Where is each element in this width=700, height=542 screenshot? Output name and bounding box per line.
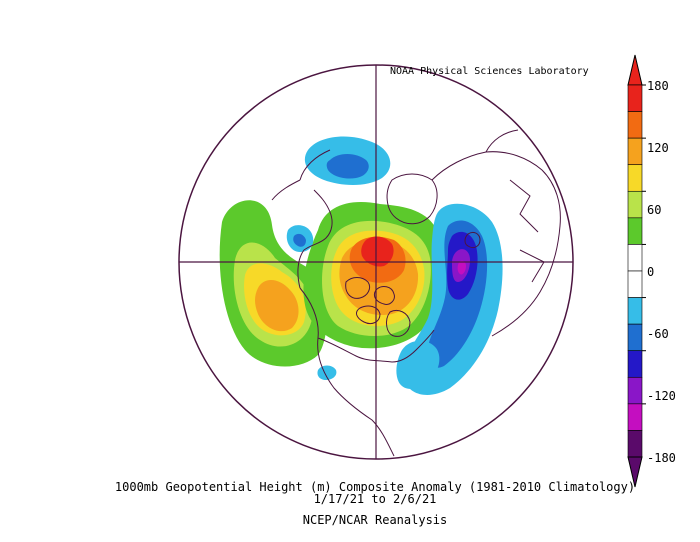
colorbar-segment (627, 297, 643, 325)
colorbar-segment (627, 323, 643, 352)
caption-source: NCEP/NCAR Reanalysis (302, 513, 448, 527)
colorbar (627, 54, 646, 488)
colorbar-segment (627, 111, 643, 139)
colorbar-bottom-arrow (627, 456, 643, 488)
credit-text: NOAA Physical Sciences Laboratory (390, 66, 589, 77)
colorbar-segment (627, 403, 643, 431)
colorbar-segment (627, 137, 643, 166)
colorbar-segment (627, 84, 643, 112)
colorbar-top-arrow (627, 54, 643, 86)
greenland-low-core (326, 154, 369, 179)
colorbar-segment (627, 376, 643, 405)
colorbar-segment (627, 430, 643, 458)
alaska-low-core (293, 233, 306, 247)
colorbar-segment (627, 350, 643, 378)
colorbar-label-60: 60 (647, 203, 662, 217)
pacific-high-anomaly (219, 200, 328, 367)
colorbar-label-neg60: -60 (647, 327, 669, 341)
mexico-low-anomaly (317, 365, 337, 380)
colorbar-segment (627, 217, 643, 245)
colorbar-label-neg120: -120 (647, 389, 676, 403)
colorbar-label-neg180: -180 (647, 451, 676, 465)
coastlines (271, 129, 561, 457)
atlantic-low-anomaly (396, 340, 440, 389)
colorbar-label-180: 180 (647, 79, 669, 93)
colorbar-segment (627, 244, 643, 272)
colorbar-segment (627, 270, 643, 298)
colorbar-label-120: 120 (647, 141, 669, 155)
caption-title: 1000mb Geopotential Height (m) Composite… (114, 480, 636, 494)
map-boundary-circle (178, 64, 574, 460)
colorbar-segment (627, 164, 643, 192)
colorbar-segment (627, 190, 643, 219)
arctic-high-anomaly (303, 201, 442, 349)
caption-dates: 1/17/21 to 2/6/21 (313, 492, 437, 506)
colorbar-label-0: 0 (647, 265, 655, 279)
map-disk (179, 65, 573, 459)
